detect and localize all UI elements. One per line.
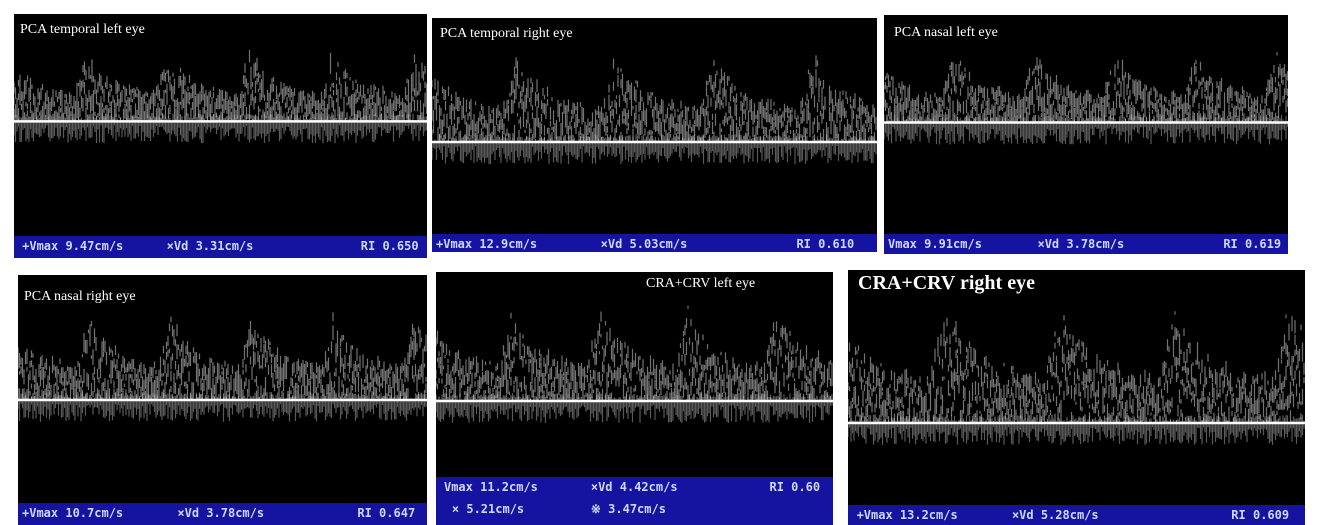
readout: RI 0.609 (1231, 508, 1290, 522)
panel-title: CRA+CRV left eye (646, 276, 756, 291)
readout: ×Vd 3.31cm/s (166, 239, 254, 253)
baseline-noise (432, 134, 877, 164)
spectrum (884, 52, 1288, 145)
readout: × 5.21cm/s (451, 502, 525, 516)
doppler-panel: PCA nasal right eye +Vmax 10.7cm/s ×Vd 3.7… (18, 275, 427, 525)
doppler-panel: PCA temporal right eye +Vmax 12.9cm/s ×Vd … (432, 18, 877, 252)
readout-bar: +Vmax 12.9cm/s ×Vd 5.03cm/s RI 0.610 (432, 234, 877, 252)
readout: RI 0.610 (796, 237, 855, 251)
readout-bar: +Vmax 13.2cm/s ×Vd 5.28cm/s RI 0.609 (848, 505, 1305, 525)
readout: Vmax 9.91cm/s (888, 237, 982, 251)
readout: +Vmax 13.2cm/s (856, 508, 958, 522)
spectral-noise (18, 312, 427, 400)
spectral-noise (848, 311, 1305, 423)
spectrum (18, 312, 427, 422)
doppler-panel: PCA nasal left eye Vmax 9.91cm/s ×Vd 3.78c… (884, 15, 1288, 254)
panel-title: CRA+CRV right eye (858, 272, 1035, 294)
spectrum (848, 311, 1305, 445)
readout: ×Vd 5.03cm/s (600, 237, 688, 251)
spectrum (14, 50, 427, 144)
spectrum (436, 305, 833, 423)
panel-title: PCA nasal left eye (894, 25, 998, 40)
panel-title: PCA temporal right eye (440, 26, 573, 41)
readout-bar: Vmax 9.91cm/s ×Vd 3.78cm/s RI 0.619 (884, 234, 1288, 254)
readout: ×Vd 4.42cm/s (590, 480, 678, 494)
readout-bar: Vmax 11.2cm/s ×Vd 4.42cm/s RI 0.60 × 5.21cm… (436, 477, 833, 525)
spectral-noise (432, 55, 877, 142)
readout: ×Vd 5.28cm/s (1011, 508, 1099, 522)
panel-title: PCA temporal left eye (20, 22, 145, 37)
doppler-panel: CRA+CRV right eye +Vmax 13.2cm/s ×Vd 5.28c… (848, 270, 1305, 525)
readout: Vmax 11.2cm/s (443, 480, 538, 494)
readout: RI 0.647 (357, 506, 416, 520)
readout: +Vmax 10.7cm/s (22, 506, 124, 520)
spectrum (432, 55, 877, 164)
readout: +Vmax 9.47cm/s (22, 239, 124, 253)
panel-title: PCA nasal right eye (24, 289, 136, 304)
spectral-noise (436, 305, 833, 401)
spectral-noise (14, 50, 427, 122)
readout: ×Vd 3.78cm/s (1037, 237, 1125, 251)
readout-bar: +Vmax 9.47cm/s ×Vd 3.31cm/s RI 0.650 (14, 236, 427, 258)
readout: ×Vd 3.78cm/s (177, 506, 265, 520)
readout: ※ 3.47cm/s (590, 502, 666, 516)
baseline-noise (884, 114, 1288, 145)
readout: RI 0.60 (769, 480, 821, 494)
readout: RI 0.650 (360, 239, 419, 253)
doppler-panel: PCA temporal left eye +Vmax 9.47cm/s ×Vd 3… (14, 14, 427, 258)
doppler-panel: CRA+CRV left eye Vmax 11.2cm/s ×Vd 4.42cm/… (436, 272, 833, 525)
readout: +Vmax 12.9cm/s (436, 237, 538, 251)
readout-bar: +Vmax 10.7cm/s ×Vd 3.78cm/s RI 0.647 (18, 503, 427, 525)
readout: RI 0.619 (1223, 237, 1282, 251)
spectral-noise (884, 52, 1288, 123)
